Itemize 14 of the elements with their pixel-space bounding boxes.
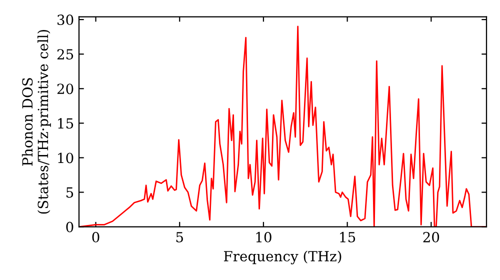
y-tick-label: 15 [58,118,74,129]
x-tick-label: 15 [340,232,356,242]
y-tick-label: 25 [57,49,74,60]
x-tick-label: 0 [92,232,100,242]
x-axis-title: Frequency (THz) [224,250,342,264]
y-axis-title: Phonon DOS (States/THz·primitive cell) [22,30,51,214]
y-tick-label: 20 [57,84,74,94]
y-tick-label: 10 [58,152,74,164]
y-tick-label: 5 [66,187,74,198]
x-tick-label: 10 [256,232,272,242]
y-tick-label: 0 [66,222,74,232]
y-tick-label: 30 [58,14,74,26]
x-tick-label: 5 [176,232,183,242]
x-tick-label: 20 [423,232,440,242]
